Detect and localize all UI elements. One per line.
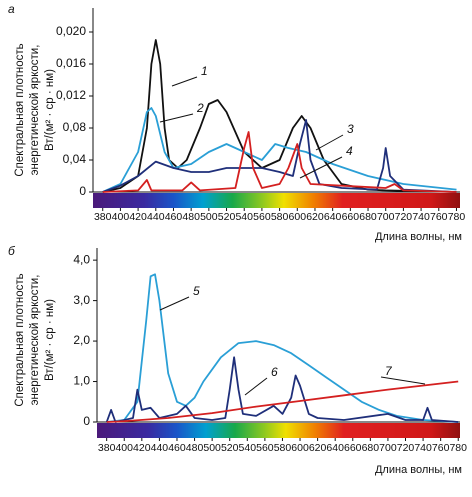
y-tick-label: 1,0 (73, 374, 90, 388)
x-tick-label: 420 (133, 442, 151, 454)
series-label: 3 (347, 122, 354, 136)
x-tick-label: 760 (430, 211, 448, 223)
series-line (105, 356, 459, 423)
series-line (102, 107, 457, 193)
y-tick-label: 3,0 (73, 293, 90, 307)
y-axis-label: Спектральная плотность энергетической ярк… (14, 273, 56, 406)
leader-line (380, 376, 426, 385)
series-line (102, 119, 457, 193)
x-tick-label: 500 (203, 442, 221, 454)
y-axis-label: Спектральная плотность энергетической ярк… (14, 43, 56, 176)
series-line (106, 380, 459, 423)
y-tick-label: 0,020 (56, 24, 86, 38)
x-tick-label: 600 (291, 442, 309, 454)
y-tick-label: 4,0 (73, 252, 90, 266)
x-tick-label: 540 (235, 211, 253, 223)
x-axis-label: Длина волны, нм (375, 464, 462, 476)
panel-label: б (8, 244, 16, 258)
panel-label: а (8, 2, 15, 16)
x-tick-label: 740 (412, 211, 430, 223)
x-tick-label: 520 (218, 211, 236, 223)
x-tick-label: 380 (98, 442, 116, 454)
series-label: 7 (385, 364, 393, 378)
x-tick-label: 440 (151, 442, 169, 454)
leader-line (315, 134, 344, 151)
x-tick-label: 600 (289, 211, 307, 223)
x-tick-label: 460 (165, 211, 183, 223)
series-label: 4 (346, 144, 353, 158)
y-tick-label: 0,04 (63, 152, 87, 166)
series-line (102, 39, 457, 193)
x-tick-label: 620 (309, 442, 327, 454)
x-tick-label: 700 (377, 211, 395, 223)
x-tick-label: 480 (186, 442, 204, 454)
x-tick-label: 660 (342, 211, 360, 223)
y-axis-label-line: Вт/(м² · ср · нм) (44, 299, 56, 381)
series-line (102, 131, 457, 193)
x-tick-label: 420 (129, 211, 147, 223)
leader-line (299, 156, 343, 179)
series-label: 6 (271, 365, 278, 379)
x-tick-label: 640 (324, 211, 342, 223)
x-tick-label: 520 (221, 442, 239, 454)
series-label: 2 (196, 101, 204, 115)
series-line (106, 273, 459, 423)
leader-line (171, 76, 198, 87)
x-tick-label: 560 (253, 211, 271, 223)
y-axis-label-line: энергетической яркости, (29, 275, 41, 406)
x-tick-label: 780 (448, 211, 466, 223)
y-tick-label: 0,016 (56, 56, 86, 70)
leader-line (244, 377, 268, 396)
y-axis-label-line: Вт/(м² · ср · нм) (44, 69, 56, 151)
spectrum-bar (93, 193, 460, 208)
x-tick-label: 660 (344, 442, 362, 454)
x-tick-label: 400 (115, 442, 133, 454)
x-tick-label: 480 (182, 211, 200, 223)
x-tick-label: 500 (200, 211, 218, 223)
x-tick-label: 740 (414, 442, 432, 454)
x-tick-label: 760 (432, 442, 450, 454)
x-tick-label: 380 (94, 211, 112, 223)
y-tick-label: 0 (79, 184, 86, 198)
leader-line (159, 296, 190, 311)
x-tick-label: 720 (397, 442, 415, 454)
x-tick-label: 680 (362, 442, 380, 454)
series-label: 5 (193, 284, 200, 298)
x-tick-label: 580 (274, 442, 292, 454)
y-axis-label-line: Спектральная плотность (14, 43, 26, 176)
series-label: 1 (201, 64, 208, 78)
x-tick-label: 680 (359, 211, 377, 223)
x-tick-label: 720 (395, 211, 413, 223)
x-tick-label: 640 (326, 442, 344, 454)
x-tick-label: 580 (271, 211, 289, 223)
x-tick-label: 700 (379, 442, 397, 454)
y-axis-label-line: Спектральная плотность (14, 273, 26, 406)
y-tick-label: 0,012 (56, 88, 86, 102)
y-tick-label: 0 (83, 414, 90, 428)
x-tick-label: 560 (256, 442, 274, 454)
x-tick-label: 540 (239, 442, 257, 454)
y-tick-label: 2,0 (73, 333, 90, 347)
y-tick-label: 0,08 (63, 120, 87, 134)
x-tick-label: 400 (112, 211, 130, 223)
x-tick-label: 460 (168, 442, 186, 454)
spectrum-bar (97, 423, 460, 438)
x-tick-label: 780 (449, 442, 467, 454)
leader-line (159, 113, 194, 123)
x-axis-label: Длина волны, нм (375, 231, 462, 243)
y-axis-label-line: энергетической яркости, (29, 45, 41, 176)
x-tick-label: 440 (147, 211, 165, 223)
x-tick-label: 620 (306, 211, 324, 223)
